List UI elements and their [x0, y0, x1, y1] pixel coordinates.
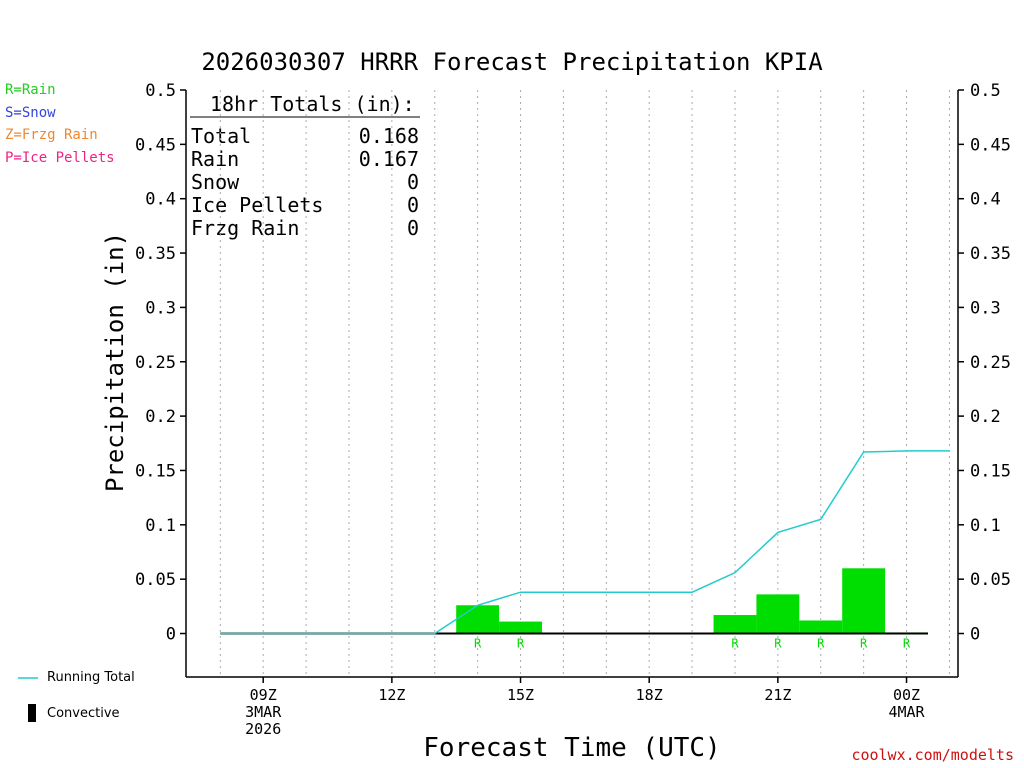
y-tick-label-right: 0.3	[970, 298, 1001, 318]
y-tick-label-right: 0.1	[970, 516, 1001, 536]
totals-value-ice-pellets: 0	[406, 193, 419, 217]
y-tick-label-left: 0.05	[135, 570, 176, 590]
series-lines	[220, 450, 950, 635]
legend-frzg-rain: Z=Frzg Rain	[5, 127, 98, 143]
bar-type-label: R	[731, 637, 739, 651]
y-tick-label-left: 0.35	[135, 244, 176, 264]
y-tick-label-right: 0	[970, 625, 980, 645]
y-tick-label-right: 0.2	[970, 407, 1001, 427]
y-tick-label-left: 0.5	[145, 81, 176, 101]
y-tick-label-left: 0.45	[135, 135, 176, 155]
y-tick-label-right: 0.45	[970, 135, 1011, 155]
precip-bar	[756, 594, 800, 634]
y-tick-label-left: 0.15	[135, 461, 176, 481]
totals-label-snow: Snow	[191, 170, 240, 194]
precip-bar	[842, 568, 886, 634]
x-tick-label: 09Z	[250, 686, 277, 704]
totals-value-snow: 0	[406, 170, 419, 194]
legend-snow: S=Snow	[5, 105, 56, 121]
credit-text: coolwx.com/modelts	[851, 746, 1014, 764]
x-tick-label: 15Z	[507, 686, 534, 704]
convective-legend-label: Convective	[47, 706, 120, 721]
x-tick-label: 00Z	[893, 686, 920, 704]
bar-type-label: R	[517, 637, 525, 651]
legend-rain: R=Rain	[5, 82, 56, 98]
y-tick-label-right: 0.05	[970, 570, 1011, 590]
y-tick-label-right: 0.25	[970, 353, 1011, 373]
running-total-line	[220, 450, 950, 635]
totals-value-frzg-rain: 0	[406, 216, 419, 240]
totals-value-rain: 0.167	[358, 147, 419, 171]
bar-type-label: R	[774, 637, 782, 651]
y-tick-label-left: 0.1	[145, 516, 176, 536]
bar-type-label: R	[817, 637, 825, 651]
y-tick-label-left: 0.3	[145, 298, 176, 318]
tick-labels: R R R R R R R0 00.05 0.050.1 0.10.15 0.150.2 0.20.2…	[135, 81, 1011, 738]
grid-lines	[219, 90, 950, 677]
x-tick-label: 3MAR	[245, 703, 282, 721]
running-total-legend-label: Running Total	[47, 670, 135, 685]
chart-title: 2026030307 HRRR Forecast Precipitation K…	[201, 48, 823, 76]
bar-type-label: R	[860, 637, 868, 651]
totals-label-ice-pellets: Ice Pellets	[191, 193, 324, 217]
precip-bar	[499, 621, 542, 634]
bars	[456, 568, 928, 634]
y-tick-label-left: 0.25	[135, 353, 176, 373]
totals-label-total: Total	[191, 124, 252, 148]
totals-label-frzg-rain: Frzg Rain	[191, 216, 300, 240]
y-tick-label-right: 0.15	[970, 461, 1011, 481]
bar-type-label: R	[903, 637, 911, 651]
x-tick-label: 12Z	[378, 686, 405, 704]
y-tick-label-left: 0.4	[145, 190, 176, 210]
y-tick-label-right: 0.4	[970, 190, 1001, 210]
x-axis-label: Forecast Time (UTC)	[423, 733, 721, 763]
x-tick-label: 4MAR	[888, 703, 925, 721]
bar-type-label: R	[474, 637, 482, 651]
totals-heading: 18hr Totals (in):	[210, 92, 415, 116]
precip-bar	[456, 605, 500, 634]
y-tick-label-left: 0	[166, 625, 176, 645]
precip-bar	[713, 615, 757, 634]
totals-label-rain: Rain	[191, 147, 240, 171]
x-tick-label: 21Z	[764, 686, 791, 704]
convective-legend-swatch	[28, 704, 36, 722]
y-tick-label-right: 0.5	[970, 81, 1001, 101]
precip-bar	[799, 620, 843, 634]
y-tick-label-right: 0.35	[970, 244, 1011, 264]
legend-ice-pellets: P=Ice Pellets	[5, 150, 115, 166]
totals-value-total: 0.168	[358, 124, 419, 148]
axes	[18, 89, 964, 722]
y-tick-label-left: 0.2	[145, 407, 176, 427]
x-tick-label: 2026	[245, 720, 281, 738]
x-tick-label: 18Z	[636, 686, 663, 704]
